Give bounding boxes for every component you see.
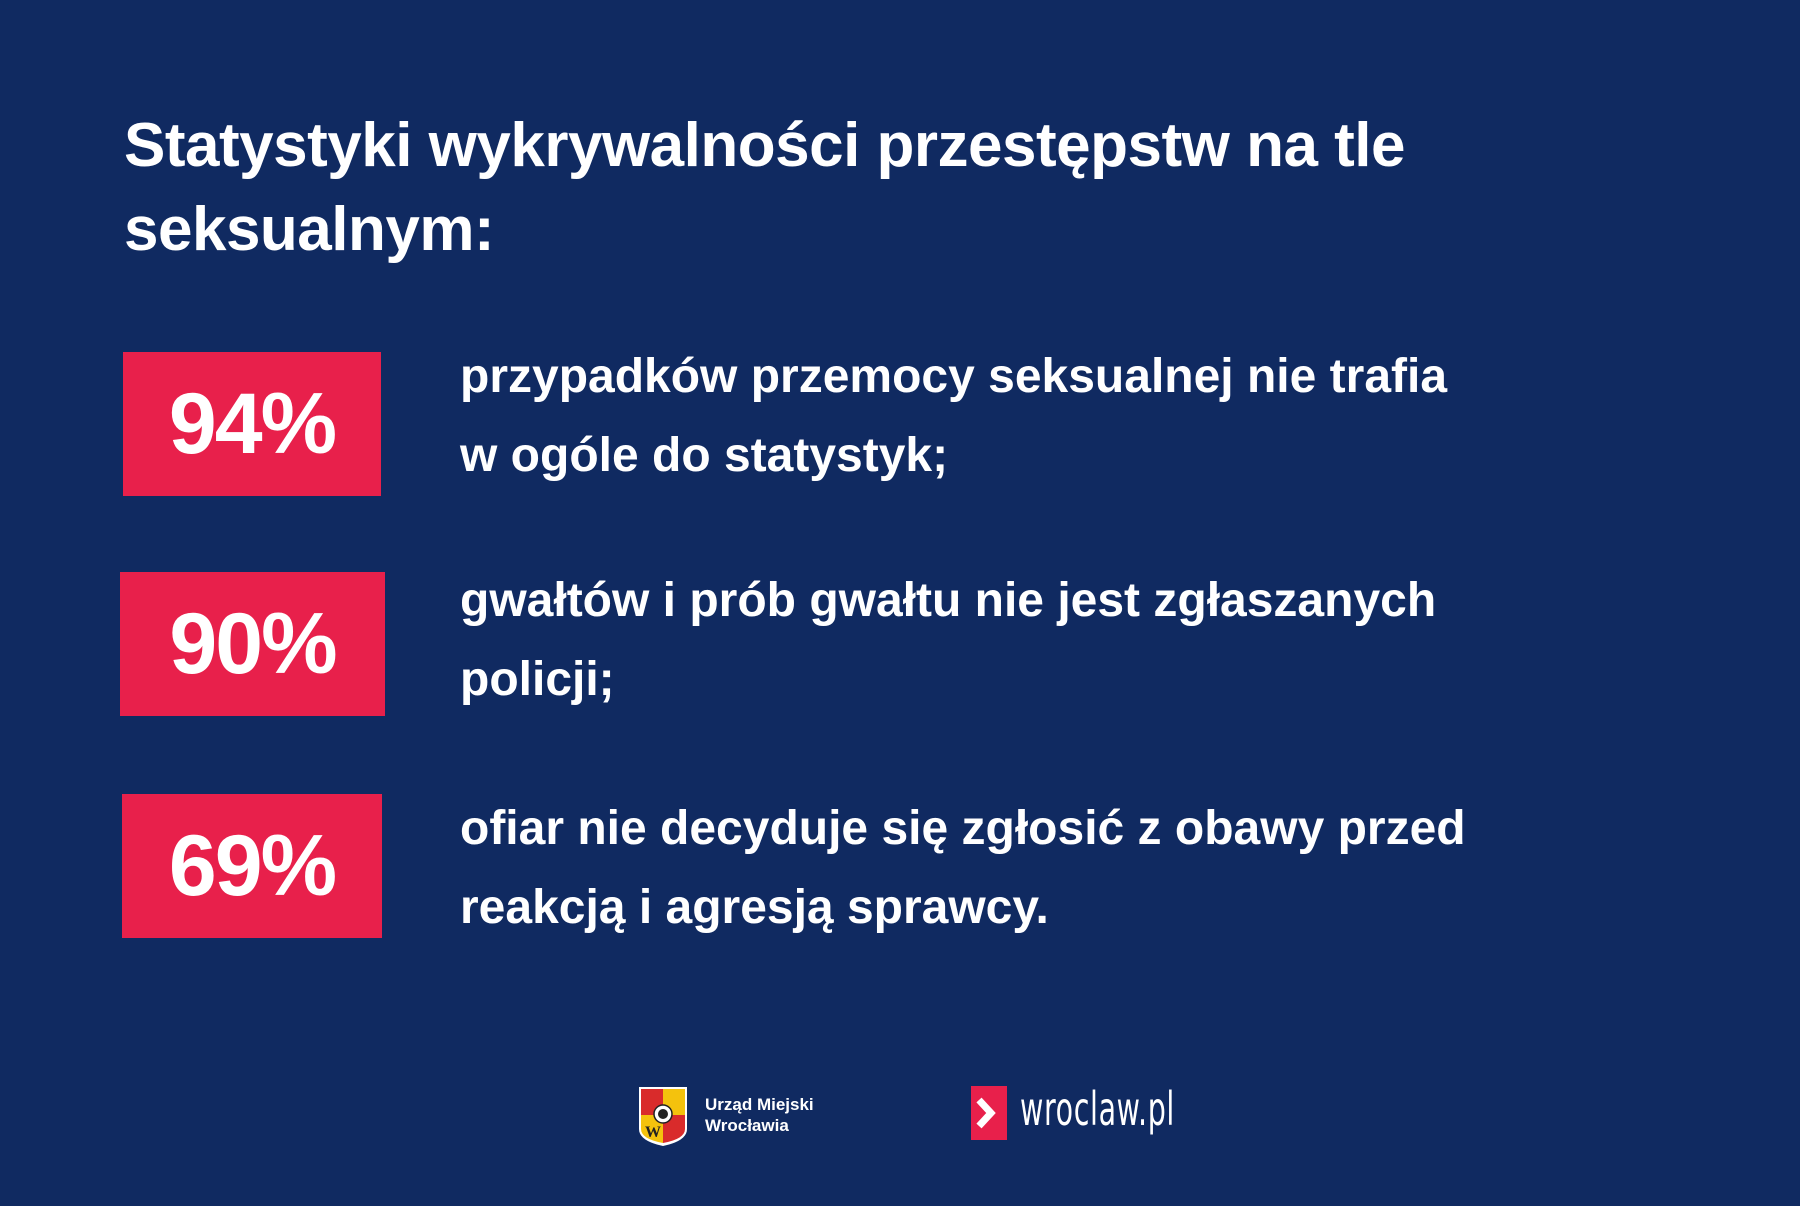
stat-badge-90: 90% [120, 572, 385, 716]
stat-line: gwałtów i prób gwałtu nie jest zgłaszany… [460, 574, 1437, 627]
wroclaw-chevron-logo-icon [971, 1086, 1007, 1140]
org-line: Urząd Miejski [705, 1095, 814, 1114]
stat-line: reakcją i agresją sprawcy. [460, 881, 1049, 934]
org-line: Wrocławia [705, 1116, 789, 1135]
organization-name: Urząd Miejski Wrocławia [705, 1094, 814, 1136]
stat-description-94: przypadków przemocy seksualnej nie trafi… [460, 337, 1610, 495]
stat-badge-69: 69% [122, 794, 382, 938]
wroclaw-coat-of-arms-icon: W [639, 1087, 687, 1146]
stat-description-90: gwałtów i prób gwałtu nie jest zgłaszany… [460, 561, 1610, 719]
site-logo-text: wroclaw.pl [1020, 1082, 1175, 1136]
stat-badge-94: 94% [123, 352, 381, 496]
stat-description-69: ofiar nie decyduje się zgłosić z obawy p… [460, 789, 1610, 947]
stat-line: w ogóle do statystyk; [460, 429, 949, 482]
page-title: Statystyki wykrywalności przestępstw na … [124, 111, 1406, 264]
svg-text:W: W [645, 1124, 661, 1141]
stat-line: policji; [460, 653, 615, 706]
stat-line: przypadków przemocy seksualnej nie trafi… [460, 350, 1448, 403]
stat-line: ofiar nie decyduje się zgłosić z obawy p… [460, 802, 1466, 855]
